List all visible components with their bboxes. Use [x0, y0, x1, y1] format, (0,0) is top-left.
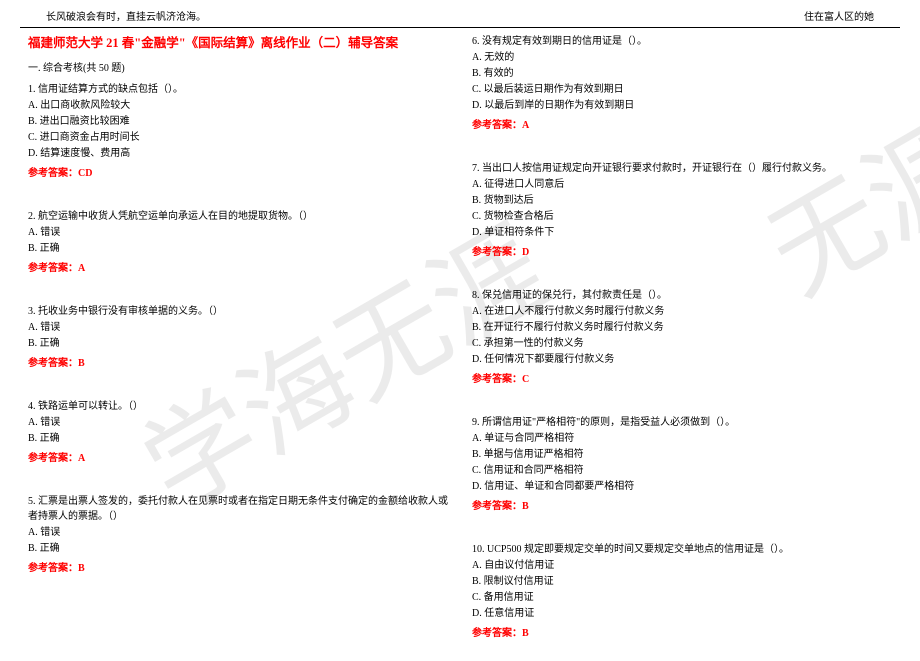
question-text: 7. 当出口人按信用证规定向开证银行要求付款时，开证银行在（）履行付款义务。 [472, 161, 892, 176]
question-8: 8. 保兑信用证的保兑行，其付款责任是（）。 A. 在进口人不履行付款义务时履行… [472, 288, 892, 387]
answer: 参考答案：B [472, 626, 892, 641]
option-a: A. 错误 [28, 320, 448, 335]
option-b: B. 货物到达后 [472, 193, 892, 208]
question-1: 1. 信用证结算方式的缺点包括（）。 A. 出口商收款风险较大 B. 进出口融资… [28, 82, 448, 181]
answer: 参考答案：C [472, 372, 892, 387]
option-a: A. 无效的 [472, 50, 892, 65]
answer: 参考答案：A [28, 261, 448, 276]
option-a: A. 单证与合同严格相符 [472, 431, 892, 446]
page-header: 长风破浪会有时，直挂云帆济沧海。 住在富人区的她 [20, 0, 900, 28]
left-column: 福建师范大学 21 春"金融学"《国际结算》离线作业（二）辅导答案 一. 综合考… [28, 34, 448, 655]
question-9: 9. 所谓信用证"严格相符"的原则，是指受益人必须做到（）。 A. 单证与合同严… [472, 415, 892, 514]
question-text: 9. 所谓信用证"严格相符"的原则，是指受益人必须做到（）。 [472, 415, 892, 430]
option-c: C. 进口商资金占用时间长 [28, 130, 448, 145]
option-d: D. 结算速度慢、费用高 [28, 146, 448, 161]
answer: 参考答案：B [472, 499, 892, 514]
answer: 参考答案：CD [28, 166, 448, 181]
option-a: A. 错误 [28, 415, 448, 430]
answer: 参考答案：A [28, 451, 448, 466]
right-column: 6. 没有规定有效到期日的信用证是（）。 A. 无效的 B. 有效的 C. 以最… [472, 34, 892, 655]
option-d: D. 以最后到岸的日期作为有效到期日 [472, 98, 892, 113]
question-text: 1. 信用证结算方式的缺点包括（）。 [28, 82, 448, 97]
question-text: 4. 铁路运单可以转让。（） [28, 399, 448, 414]
question-6: 6. 没有规定有效到期日的信用证是（）。 A. 无效的 B. 有效的 C. 以最… [472, 34, 892, 133]
option-b: B. 单据与信用证严格相符 [472, 447, 892, 462]
question-text: 10. UCP500 规定即要规定交单的时间又要规定交单地点的信用证是（）。 [472, 542, 892, 557]
question-10: 10. UCP500 规定即要规定交单的时间又要规定交单地点的信用证是（）。 A… [472, 542, 892, 641]
answer: 参考答案：B [28, 356, 448, 371]
option-a: A. 在进口人不履行付款义务时履行付款义务 [472, 304, 892, 319]
option-d: D. 任何情况下都要履行付款义务 [472, 352, 892, 367]
question-text: 2. 航空运输中收货人凭航空运单向承运人在目的地提取货物。（） [28, 209, 448, 224]
document-title: 福建师范大学 21 春"金融学"《国际结算》离线作业（二）辅导答案 [28, 34, 448, 53]
option-a: A. 自由议付信用证 [472, 558, 892, 573]
option-a: A. 错误 [28, 225, 448, 240]
option-c: C. 备用信用证 [472, 590, 892, 605]
option-c: C. 货物检查合格后 [472, 209, 892, 224]
header-left: 长风破浪会有时，直挂云帆济沧海。 [46, 8, 206, 23]
question-2: 2. 航空运输中收货人凭航空运单向承运人在目的地提取货物。（） A. 错误 B.… [28, 209, 448, 276]
option-c: C. 承担第一性的付款义务 [472, 336, 892, 351]
option-b: B. 在开证行不履行付款义务时履行付款义务 [472, 320, 892, 335]
answer: 参考答案：D [472, 245, 892, 260]
question-7: 7. 当出口人按信用证规定向开证银行要求付款时，开证银行在（）履行付款义务。 A… [472, 161, 892, 260]
option-c: C. 以最后装运日期作为有效到期日 [472, 82, 892, 97]
option-b: B. 限制议付信用证 [472, 574, 892, 589]
main-content: 福建师范大学 21 春"金融学"《国际结算》离线作业（二）辅导答案 一. 综合考… [0, 28, 920, 661]
header-right: 住在富人区的她 [804, 8, 874, 23]
question-text: 8. 保兑信用证的保兑行，其付款责任是（）。 [472, 288, 892, 303]
question-3: 3. 托收业务中银行没有审核单据的义务。（） A. 错误 B. 正确 参考答案：… [28, 304, 448, 371]
question-text: 5. 汇票是出票人签发的，委托付款人在见票时或者在指定日期无条件支付确定的金额给… [28, 494, 448, 524]
option-b: B. 正确 [28, 431, 448, 446]
question-text: 3. 托收业务中银行没有审核单据的义务。（） [28, 304, 448, 319]
option-a: A. 出口商收款风险较大 [28, 98, 448, 113]
option-d: D. 单证相符条件下 [472, 225, 892, 240]
option-d: D. 任意信用证 [472, 606, 892, 621]
option-b: B. 进出口融资比较困难 [28, 114, 448, 129]
option-a: A. 征得进口人同意后 [472, 177, 892, 192]
question-text: 6. 没有规定有效到期日的信用证是（）。 [472, 34, 892, 49]
option-a: A. 错误 [28, 525, 448, 540]
question-4: 4. 铁路运单可以转让。（） A. 错误 B. 正确 参考答案：A [28, 399, 448, 466]
option-b: B. 有效的 [472, 66, 892, 81]
section-header: 一. 综合考核(共 50 题) [28, 61, 448, 76]
option-b: B. 正确 [28, 541, 448, 556]
question-5: 5. 汇票是出票人签发的，委托付款人在见票时或者在指定日期无条件支付确定的金额给… [28, 494, 448, 576]
answer: 参考答案：B [28, 561, 448, 576]
option-b: B. 正确 [28, 336, 448, 351]
answer: 参考答案：A [472, 118, 892, 133]
option-c: C. 信用证和合同严格相符 [472, 463, 892, 478]
option-d: D. 信用证、单证和合同都要严格相符 [472, 479, 892, 494]
option-b: B. 正确 [28, 241, 448, 256]
